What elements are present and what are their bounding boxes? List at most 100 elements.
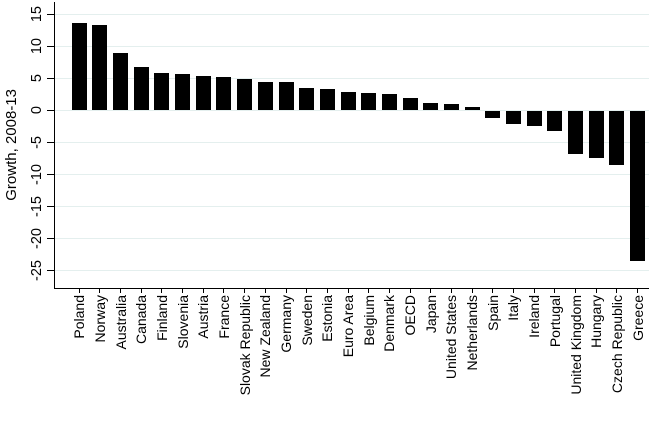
y-tick-mark <box>47 13 54 15</box>
bar-united-states <box>443 104 459 111</box>
x-tick-label-container: Portugal <box>547 295 563 347</box>
gridline <box>54 13 649 15</box>
x-tick-label-finland: Finland <box>153 295 170 341</box>
x-tick-mark <box>99 288 101 293</box>
x-tick-label-poland: Poland <box>71 295 88 339</box>
bar-hungary <box>588 111 604 159</box>
x-tick-mark <box>326 288 328 293</box>
x-tick-label-container: New Zealand <box>257 295 273 378</box>
gridline <box>54 142 649 143</box>
x-tick-label-container: Netherlands <box>464 295 480 371</box>
x-tick-label-portugal: Portugal <box>546 295 563 348</box>
bar-italy <box>505 111 521 124</box>
x-tick-mark <box>492 288 494 293</box>
x-tick-mark <box>347 288 349 293</box>
x-tick-label-container: Australia <box>113 295 129 349</box>
bar-finland <box>154 73 170 111</box>
y-tick-mark <box>47 109 54 111</box>
x-tick-mark <box>161 288 163 293</box>
x-tick-mark <box>533 288 535 293</box>
x-tick-label-estonia: Estonia <box>319 295 336 342</box>
bar-slovenia <box>175 74 191 111</box>
x-tick-label-japan: Japan <box>422 295 439 334</box>
x-tick-label-new-zealand: New Zealand <box>257 295 274 378</box>
x-tick-label-sweden: Sweden <box>298 295 315 346</box>
bar-france <box>216 77 232 111</box>
x-tick-mark <box>306 288 308 293</box>
y-tick-mark <box>47 142 54 143</box>
x-tick-mark <box>368 288 370 293</box>
x-tick-label-denmark: Denmark <box>381 295 398 352</box>
x-tick-label-spain: Spain <box>484 295 501 331</box>
bar-united-kingdom <box>568 111 584 154</box>
x-tick-label-container: Austria <box>195 295 211 339</box>
y-tick-label: -25 <box>28 260 45 282</box>
x-tick-label-ireland: Ireland <box>526 295 543 338</box>
bar-canada <box>133 66 149 111</box>
x-tick-label-canada: Canada <box>133 295 150 345</box>
x-tick-mark <box>264 288 266 293</box>
x-tick-label-container: Denmark <box>381 295 397 352</box>
bar-estonia <box>319 88 335 111</box>
y-tick-mark <box>47 174 54 176</box>
bar-ireland <box>526 111 542 126</box>
x-axis-line <box>53 287 649 289</box>
y-tick-label-container: -25 <box>16 236 45 306</box>
bar-australia <box>113 52 129 111</box>
x-tick-label-container: Japan <box>423 295 439 333</box>
x-tick-label-united-kingdom: United Kingdom <box>567 295 584 395</box>
x-tick-mark <box>512 288 514 293</box>
y-tick-mark <box>47 206 54 208</box>
bar-norway <box>92 25 108 111</box>
bar-oecd <box>402 97 418 111</box>
x-tick-label-france: France <box>215 295 232 339</box>
x-tick-mark <box>244 288 246 293</box>
x-tick-label-container: United States <box>443 295 459 379</box>
x-tick-label-belgium: Belgium <box>360 295 377 346</box>
x-tick-mark <box>595 288 597 293</box>
x-tick-mark <box>223 288 225 293</box>
gridline <box>54 238 649 240</box>
x-tick-mark <box>120 288 122 293</box>
x-tick-label-container: Germany <box>278 295 294 353</box>
gridline <box>54 109 649 111</box>
bar-greece <box>630 111 646 261</box>
x-tick-mark <box>182 288 184 293</box>
x-tick-label-euro-area: Euro Area <box>340 295 357 358</box>
y-axis-line <box>53 2 55 288</box>
bar-poland <box>71 22 87 111</box>
bar-portugal <box>547 111 563 132</box>
x-tick-label-slovenia: Slovenia <box>174 295 191 349</box>
x-tick-mark <box>471 288 473 293</box>
x-tick-label-container: Poland <box>71 295 87 339</box>
x-tick-label-container: Norway <box>92 295 108 342</box>
bar-czech-republic <box>609 111 625 165</box>
x-tick-label-slovak-republic: Slovak Republic <box>236 295 253 396</box>
x-tick-label-container: Finland <box>154 295 170 341</box>
x-tick-label-container: OECD <box>402 295 418 335</box>
y-tick-mark <box>47 270 54 272</box>
x-tick-label-container: Sweden <box>299 295 315 346</box>
bar-sweden <box>299 87 315 111</box>
y-tick-mark <box>47 45 54 47</box>
bar-germany <box>278 82 294 111</box>
bar-austria <box>195 75 211 111</box>
x-tick-label-united-states: United States <box>443 295 460 380</box>
gridline <box>54 45 649 47</box>
x-tick-label-container: Euro Area <box>340 295 356 357</box>
x-tick-label-australia: Australia <box>112 295 129 350</box>
x-tick-label-container: Italy <box>505 295 521 321</box>
x-tick-label-netherlands: Netherlands <box>464 295 481 371</box>
bar-denmark <box>381 94 397 111</box>
x-tick-mark <box>575 288 577 293</box>
x-tick-label-container: United Kingdom <box>568 295 584 395</box>
x-tick-label-austria: Austria <box>195 295 212 339</box>
x-tick-mark <box>140 288 142 293</box>
bar-belgium <box>361 93 377 111</box>
x-tick-mark <box>554 288 556 293</box>
x-tick-mark <box>616 288 618 293</box>
bar-japan <box>423 102 439 111</box>
x-tick-label-container: Slovenia <box>175 295 191 349</box>
bar-netherlands <box>464 106 480 111</box>
